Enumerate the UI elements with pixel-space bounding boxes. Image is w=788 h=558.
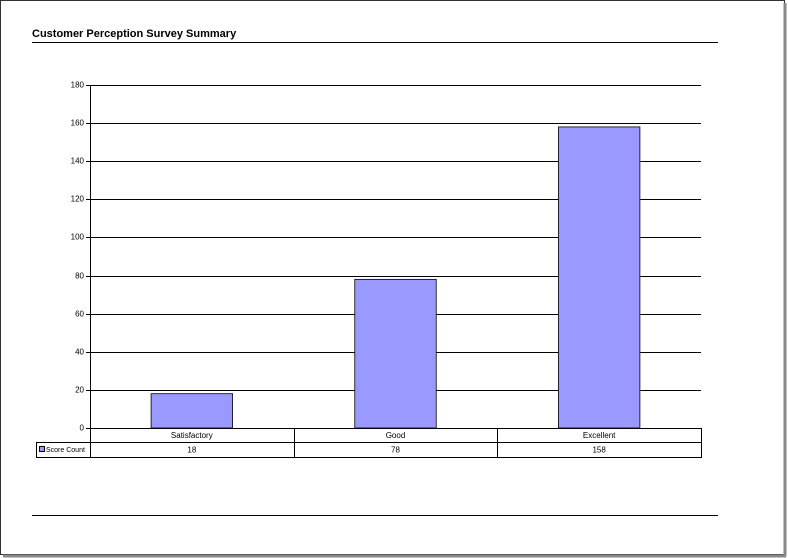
y-tick-label: 0 bbox=[80, 424, 85, 433]
bar bbox=[354, 278, 437, 429]
x-tick-label: Satisfactory bbox=[171, 431, 213, 440]
y-tick-label: 160 bbox=[71, 119, 85, 128]
y-tick-label: 180 bbox=[71, 81, 85, 90]
legend-cell bbox=[36, 442, 91, 458]
data-table-value: 18 bbox=[187, 446, 196, 455]
x-tick-label: Good bbox=[386, 431, 406, 440]
y-tick-label: 60 bbox=[75, 310, 84, 319]
bar bbox=[150, 393, 233, 429]
y-tick-label: 100 bbox=[71, 233, 85, 242]
data-table-value: 78 bbox=[391, 446, 400, 455]
legend-label: Score Count bbox=[46, 447, 85, 454]
y-tick-label: 140 bbox=[71, 157, 85, 166]
x-tick-label: Excellent bbox=[583, 431, 616, 440]
y-tick-label: 40 bbox=[75, 348, 84, 357]
data-table-value: 158 bbox=[592, 446, 606, 455]
y-tick-label: 20 bbox=[75, 386, 84, 395]
legend-swatch bbox=[39, 446, 45, 452]
y-tick-label: 120 bbox=[71, 195, 85, 204]
bar bbox=[558, 126, 641, 429]
chart-title: Customer Perception Survey Summary bbox=[32, 28, 237, 40]
y-tick-label: 80 bbox=[75, 272, 84, 281]
